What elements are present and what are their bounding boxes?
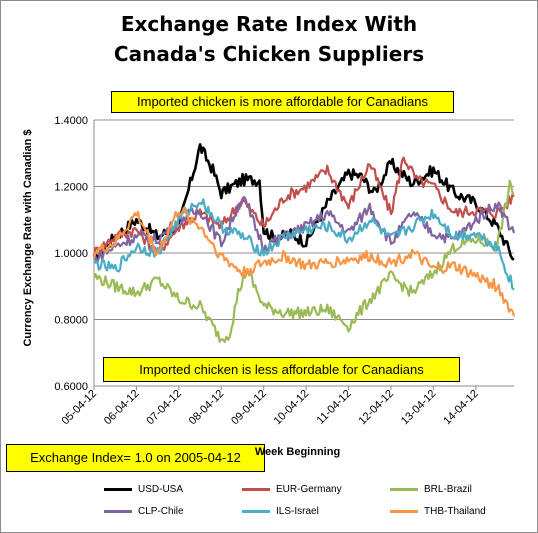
x-tick-label: 08-04-12 (187, 388, 227, 428)
legend-swatch (390, 510, 418, 513)
series-line-ils-israel (92, 198, 515, 291)
x-tick-label: 14-04-12 (441, 388, 481, 428)
y-tick-label: 1.4000 (54, 115, 88, 127)
series-line-thb-thailand (92, 207, 516, 317)
y-tick-label: 0.8000 (54, 315, 88, 327)
chart-legend: USD-USA EUR-Germany BRL-Brazil CLP-Chile ILS… (100, 482, 520, 526)
legend-item-usd-usa: USD-USA (104, 484, 183, 495)
x-tick-label: 06-04-12 (102, 388, 142, 428)
chart-title-line-2: Canada's Chicken Suppliers (113, 42, 425, 66)
legend-swatch (242, 510, 270, 513)
legend-label: THB-Thailand (424, 506, 486, 517)
chart-title-line-1: Exchange Rate Index With (120, 12, 418, 36)
y-tick-label: 0.6000 (54, 381, 88, 393)
annotation-more-affordable: Imported chicken is more affordable for … (111, 91, 454, 113)
legend-swatch (104, 510, 132, 513)
series-line-brl-brazil (92, 179, 515, 344)
x-tick-label: 12-04-12 (356, 388, 396, 428)
legend-label: BRL-Brazil (424, 484, 472, 495)
series-line-eur-germany (92, 156, 515, 258)
y-axis-label: Currency Exchange Rate with Canadian $ (22, 129, 34, 347)
legend-item-eur-germany: EUR-Germany (242, 484, 342, 495)
legend-label: USD-USA (138, 484, 184, 495)
series-line-usd-usa (92, 143, 515, 263)
legend-label: EUR-Germany (276, 484, 342, 495)
x-tick-label: 07-04-12 (144, 388, 184, 428)
legend-item-ils-israel: ILS-Israel (242, 506, 319, 517)
legend-label: ILS-Israel (276, 506, 319, 517)
legend-swatch (390, 488, 418, 491)
y-tick-label: 1.2000 (54, 182, 88, 194)
x-tick-label: 13-04-12 (399, 388, 439, 428)
annotation-index-base: Exchange Index= 1.0 on 2005-04-12 (6, 444, 265, 472)
annotation-less-affordable: Imported chicken is less affordable for … (103, 357, 460, 382)
x-tick-label: 05-04-12 (59, 388, 99, 428)
legend-swatch (242, 488, 270, 491)
legend-item-brl-brazil: BRL-Brazil (390, 484, 472, 495)
x-axis-label: Week Beginning (254, 446, 341, 458)
legend-item-clp-chile: CLP-Chile (104, 506, 184, 517)
series-line-clp-chile (93, 196, 516, 264)
x-tick-label: 11-04-12 (315, 388, 354, 427)
y-tick-label: 1.0000 (54, 248, 88, 260)
legend-item-thb-thailand: THB-Thailand (390, 506, 486, 517)
legend-swatch (104, 488, 132, 491)
legend-label: CLP-Chile (138, 506, 184, 517)
x-tick-label: 10-04-12 (272, 388, 312, 428)
x-tick-label: 09-04-12 (229, 388, 269, 428)
